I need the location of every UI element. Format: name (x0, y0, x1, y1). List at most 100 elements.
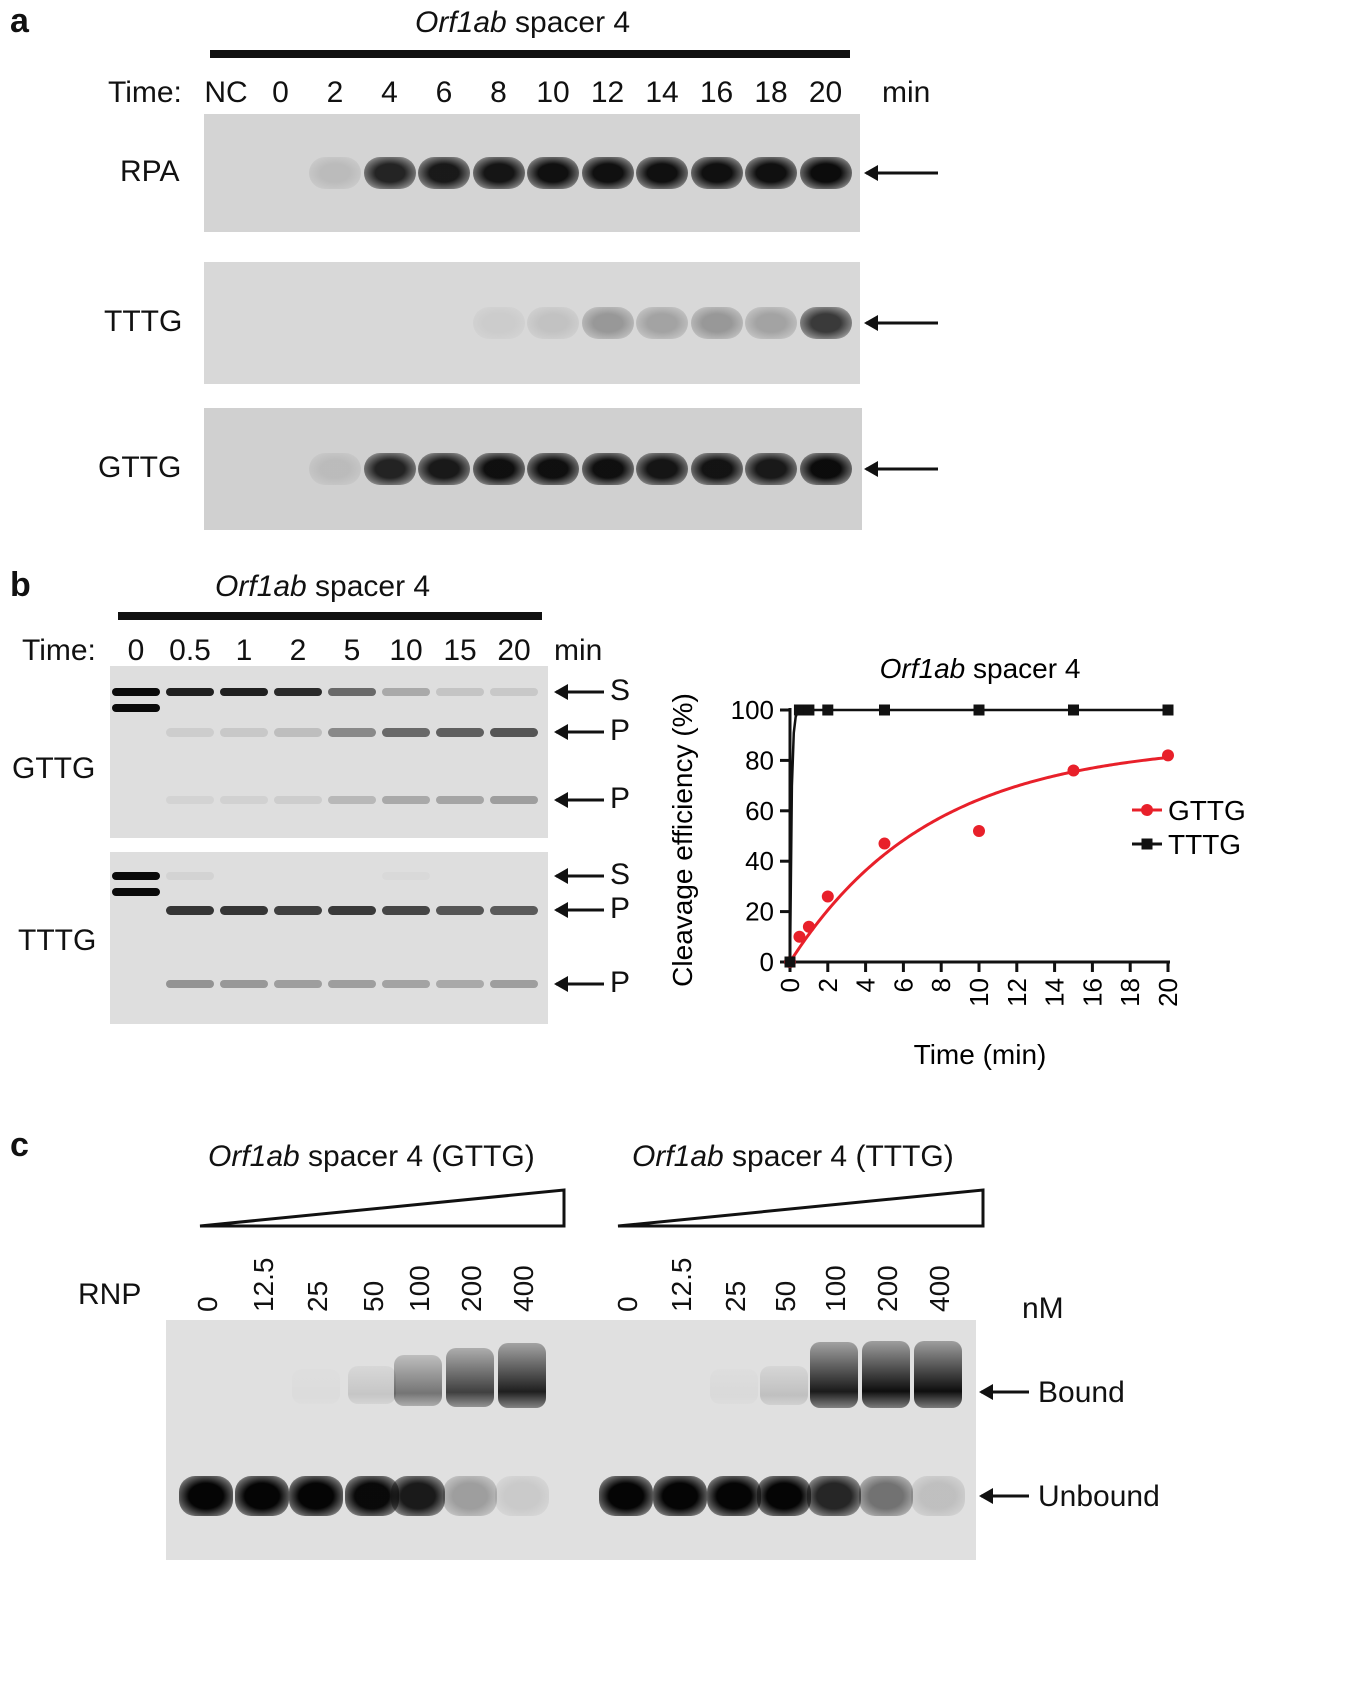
concentration-label: 400 (508, 1265, 539, 1312)
chart-xlabel: Time (min) (914, 1039, 1047, 1070)
panel-a-lane-label: 8 (490, 76, 507, 109)
y-tick-label: 0 (760, 947, 774, 977)
concentration-label: 12.5 (248, 1257, 279, 1313)
panel-a-lane-label: 10 (536, 76, 570, 109)
panel-a-lane-label: 16 (699, 76, 734, 109)
data-point-tttg (1068, 704, 1079, 716)
gel-band (328, 796, 376, 804)
unbound-band (653, 1476, 707, 1516)
gel-band (220, 905, 268, 915)
concentration-label: 100 (404, 1265, 435, 1312)
legend-marker (1141, 804, 1153, 816)
gel-band (745, 307, 797, 339)
panel-c-arrows (979, 1384, 1029, 1504)
gel-band (166, 872, 214, 880)
gel-band (436, 905, 484, 915)
concentration-label: 200 (872, 1265, 903, 1312)
gel-band (112, 872, 160, 880)
gel-band (328, 688, 376, 696)
panel-c-right-title-gene: Orf1ab (632, 1140, 724, 1173)
gel-band (472, 453, 525, 485)
gel-band (309, 453, 361, 485)
band-label: P (610, 714, 631, 747)
gel-band (382, 872, 430, 880)
chart-title-gene: Orf1ab (880, 653, 966, 684)
gel-band (328, 727, 376, 737)
panel-a-lane-label: NC (204, 76, 248, 109)
gel-band (490, 905, 538, 915)
panel-b-lane-label: 10 (389, 634, 423, 667)
legend-label: GTTG (1168, 795, 1246, 826)
panel-a-row-label: TTTG (104, 305, 183, 338)
gel-band (581, 307, 634, 339)
panel-a-gel-tttg (204, 262, 860, 384)
legend-marker (1141, 838, 1153, 850)
x-tick-label: 20 (1153, 978, 1183, 1007)
concentration-label: 0 (612, 1296, 643, 1312)
x-tick-label: 8 (926, 978, 956, 992)
gel-band (363, 157, 416, 189)
band-arrow (554, 792, 604, 808)
gel-band (799, 453, 852, 485)
gel-band (166, 980, 214, 988)
bound-band (810, 1342, 858, 1408)
gel-band (220, 796, 268, 804)
x-tick-label: 10 (964, 978, 994, 1007)
panel-b-unit: min (554, 634, 603, 667)
bound-band (498, 1343, 546, 1408)
panel-b-gel-gttg (110, 666, 548, 838)
panel-b-gel-label: GTTG (12, 752, 96, 785)
y-tick-label: 40 (745, 846, 774, 876)
gel-band (581, 453, 634, 485)
band-arrow (554, 684, 604, 700)
gel-band (274, 727, 322, 737)
chart-title: Orf1ab spacer 4 (880, 653, 1081, 684)
gel-band (490, 727, 538, 737)
chart-ylabel: Cleavage efficiency (%) (667, 693, 698, 987)
data-point-gttg (793, 930, 806, 943)
concentration-wedges (199, 1188, 985, 1228)
chart-title-rest: spacer 4 (965, 653, 1080, 684)
gel-band (527, 453, 579, 485)
panel-b-lane-label: 0.5 (169, 634, 211, 667)
panel-a-row-label: RPA (120, 155, 180, 188)
gel-band (220, 727, 268, 737)
panel-a-lane-label: 12 (590, 76, 625, 109)
band-label: S (610, 674, 631, 707)
panel-c-left-title-rest: spacer 4 (GTTG) (299, 1140, 535, 1173)
unbound-band (443, 1476, 497, 1516)
gel-band (363, 453, 416, 485)
concentration-label: 50 (358, 1280, 389, 1312)
panel-a-lane-label: 14 (645, 76, 679, 109)
y-tick-label: 60 (745, 796, 774, 826)
x-tick-label: 4 (851, 978, 881, 992)
band-arrow (864, 165, 938, 181)
unbound-band (911, 1476, 965, 1516)
band-label: S (610, 858, 631, 891)
panel-a-lane-label: 2 (326, 76, 344, 109)
panel-a-time-label: Time: (108, 76, 182, 109)
x-tick-label: 18 (1115, 978, 1145, 1007)
data-point-gttg (802, 920, 815, 933)
bound-band (292, 1369, 340, 1405)
data-point-gttg (973, 824, 985, 837)
panel-b-title-rest: spacer 4 (306, 570, 431, 603)
concentration-label: 25 (720, 1280, 751, 1312)
unbound-band (599, 1476, 653, 1516)
bound-band (710, 1369, 758, 1405)
panel-a-row-label: GTTG (98, 451, 182, 484)
gel-band (418, 157, 470, 189)
panel-a-title: Orf1ab spacer 4 (415, 6, 630, 40)
gel-band (490, 688, 538, 696)
gel-band (527, 307, 579, 339)
unbound-band (707, 1476, 761, 1516)
panel-a-lane-label: 4 (381, 76, 398, 109)
gel-band (382, 796, 430, 804)
band-label: P (610, 966, 631, 999)
concentration-label: 200 (456, 1265, 487, 1312)
left-wedge (199, 1188, 566, 1228)
gel-band (636, 157, 688, 189)
unbound-band (179, 1476, 233, 1516)
x-tick-label: 12 (1002, 978, 1032, 1007)
unbound-band (391, 1476, 445, 1516)
